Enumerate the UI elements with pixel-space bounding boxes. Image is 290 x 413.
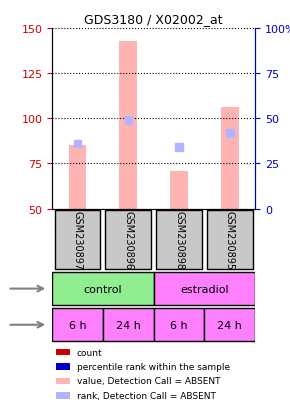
- Text: 6 h: 6 h: [69, 320, 86, 330]
- FancyBboxPatch shape: [55, 210, 100, 270]
- Text: rank, Detection Call = ABSENT: rank, Detection Call = ABSENT: [77, 391, 215, 400]
- FancyBboxPatch shape: [204, 309, 255, 341]
- Text: control: control: [84, 284, 122, 294]
- Bar: [170, 171, 188, 209]
- Bar: [119, 42, 137, 209]
- FancyBboxPatch shape: [106, 210, 151, 270]
- Title: GDS3180 / X02002_at: GDS3180 / X02002_at: [84, 13, 223, 26]
- Text: count: count: [77, 348, 102, 357]
- Text: GSM230898: GSM230898: [174, 211, 184, 269]
- FancyBboxPatch shape: [156, 210, 202, 270]
- Text: percentile rank within the sample: percentile rank within the sample: [77, 362, 230, 371]
- FancyBboxPatch shape: [154, 309, 204, 341]
- Text: 24 h: 24 h: [116, 320, 141, 330]
- Text: 24 h: 24 h: [218, 320, 242, 330]
- Text: estradiol: estradiol: [180, 284, 229, 294]
- Bar: [56, 349, 70, 355]
- Bar: [56, 392, 70, 399]
- FancyBboxPatch shape: [154, 273, 255, 305]
- Text: GSM230897: GSM230897: [72, 211, 83, 270]
- Point: [75, 141, 80, 147]
- Bar: [221, 108, 239, 209]
- Bar: [56, 378, 70, 384]
- FancyBboxPatch shape: [52, 309, 103, 341]
- FancyBboxPatch shape: [103, 309, 154, 341]
- Bar: [56, 363, 70, 370]
- Point: [177, 145, 182, 151]
- Point: [126, 118, 130, 124]
- Text: value, Detection Call = ABSENT: value, Detection Call = ABSENT: [77, 377, 220, 386]
- Text: GSM230895: GSM230895: [225, 211, 235, 270]
- Point: [227, 130, 232, 137]
- Text: 6 h: 6 h: [170, 320, 188, 330]
- Bar: [69, 146, 86, 209]
- Text: GSM230896: GSM230896: [123, 211, 133, 269]
- FancyBboxPatch shape: [207, 210, 253, 270]
- FancyBboxPatch shape: [52, 273, 154, 305]
